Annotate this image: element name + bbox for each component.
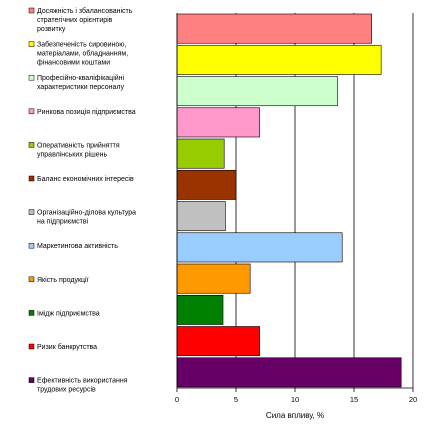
bar <box>176 263 251 294</box>
category-labels: Досяжність і збалансованість стратегічних… <box>28 7 136 394</box>
bar <box>176 44 382 75</box>
category-label: Баланс економічних інтересів <box>37 175 134 183</box>
legend-marker <box>28 310 35 316</box>
legend-marker <box>28 108 35 115</box>
bars <box>176 13 402 388</box>
legend-marker <box>28 142 35 148</box>
legend-marker <box>28 276 35 283</box>
category-label: Ринкова позиція підприємства <box>37 108 136 116</box>
category-label: Забезпеченість сировиною, матеріалами, об… <box>37 41 128 67</box>
bar <box>176 294 224 325</box>
category-label: Імідж підприємства <box>37 309 100 317</box>
legend-marker <box>28 175 35 182</box>
category-label: Ризик банкрутства <box>37 343 97 351</box>
category-label: Досяжність і збалансованість стратегічних… <box>37 7 133 33</box>
legend-marker <box>28 377 35 383</box>
legend-marker <box>28 343 35 350</box>
gridlines <box>235 13 414 388</box>
bar <box>176 201 226 232</box>
bar <box>176 169 237 200</box>
legend-marker <box>28 7 35 14</box>
bar <box>176 326 260 357</box>
category-label: Ефективність використання трудових ресурс… <box>37 377 128 394</box>
category-label: Оперативність прийняття управлінських ріш… <box>37 141 120 158</box>
legend-marker <box>28 41 35 47</box>
legend-marker <box>28 74 35 81</box>
x-axis: 0 5 10 15 20 <box>175 13 417 404</box>
x-tick-label: 0 <box>175 395 179 404</box>
x-tick-label: 15 <box>350 395 358 404</box>
x-axis-title: Сила впливу, % <box>266 411 324 420</box>
bar <box>176 76 338 107</box>
bar <box>176 107 260 138</box>
x-tick-label: 5 <box>234 395 238 404</box>
x-tick-label: 20 <box>409 395 417 404</box>
category-label: Маркетингова активність <box>37 242 118 250</box>
bar <box>176 232 343 263</box>
bar <box>176 138 225 169</box>
bar <box>176 357 402 388</box>
category-label: Професійно-кваліфікаційні характеристики … <box>37 74 125 91</box>
legend-marker <box>28 209 35 215</box>
category-label: Якість продукції <box>37 276 89 284</box>
x-tick-label: 10 <box>291 395 299 404</box>
legend-marker <box>28 242 35 249</box>
category-label: Організаційно-ділова культура на підприєм… <box>37 209 136 226</box>
bar <box>176 13 372 44</box>
